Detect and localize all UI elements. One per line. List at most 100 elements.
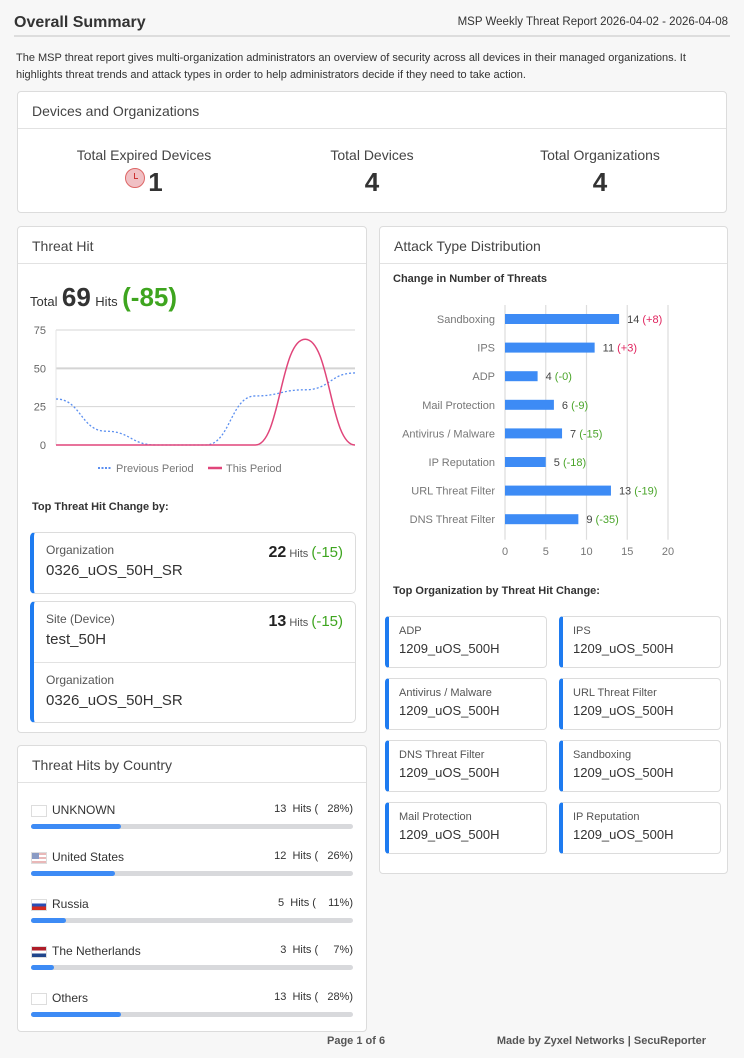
country-hits: 13 Hits ( 28%) (274, 803, 353, 815)
change: (-18) (563, 457, 586, 469)
country-name: Russia (52, 897, 89, 911)
page-number: Page 1 of 6 (327, 1035, 386, 1047)
country-progress-fill (31, 871, 115, 876)
expired-stat: Total Expired Devices 1 (44, 147, 244, 198)
hits-label: Hits (289, 548, 309, 560)
legend-label: This Period (226, 463, 282, 475)
country-row: UNKNOWN 13 Hits ( 28%) (31, 801, 353, 841)
category-label: IPS (477, 343, 495, 355)
threat-hit-card: Threat Hit Total 69 Hits (-85) 0 25 50 75 Pr… (17, 226, 367, 733)
attack-type: IPS (573, 625, 591, 637)
threat-total: Total 69 Hits (-85) (30, 282, 177, 313)
total-devices-stat: Total Devices 4 (272, 147, 472, 198)
x-tick-label: 15 (621, 546, 633, 558)
row-hits: 22 Hits (-15) (268, 544, 343, 562)
country-name: Others (52, 991, 89, 1005)
hits-value: 22 (268, 544, 287, 561)
header-divider (14, 35, 730, 37)
page-title: Overall Summary (14, 14, 146, 31)
top-change-row: Organization 0326_uOS_50H_SR 22 Hits (-1… (34, 533, 355, 593)
country-progress (31, 871, 353, 876)
clock-icon (125, 168, 146, 188)
change: (+8) (642, 314, 662, 326)
country-hits: 3 Hits ( 7%) (280, 944, 353, 956)
total-orgs-value: 4 (592, 167, 608, 197)
flag-none-icon (31, 993, 47, 1005)
data-label: 11 (+3) (603, 343, 637, 355)
row-name: 0326_uOS_50H_SR (46, 562, 183, 579)
attack-title: Attack Type Distribution (380, 227, 727, 264)
hits-change: (-15) (311, 544, 343, 561)
country-hits: 13 Hits ( 28%) (274, 991, 353, 1003)
top-org-card: IP Reputation 1209_uOS_500H (559, 802, 721, 854)
flag-none-icon (31, 805, 47, 817)
change: (-15) (579, 428, 602, 440)
value: 11 (603, 343, 617, 355)
threat-bar-chart: 0 5 10 15 20 Sandboxing 14 (+8) IPS 11 (+3) ADP 4 … (402, 305, 674, 558)
country-progress-fill (31, 824, 122, 829)
footer-credit: Made by Zyxel Networks | SecuReporter (496, 1035, 706, 1047)
value: 6 (562, 400, 571, 412)
category-label: DNS Threat Filter (410, 514, 496, 526)
total-devices-value: 4 (364, 167, 380, 197)
category-label: Mail Protection (422, 400, 495, 412)
total-devices-label: Total Devices (330, 147, 414, 163)
hits-change: (-15) (311, 613, 343, 630)
hits-label: Hits (95, 294, 118, 309)
value: 13 (619, 486, 634, 498)
devices-card: Devices and Organizations Total Expired … (17, 91, 727, 213)
flag-ru-icon (31, 899, 47, 911)
row-hits: 13 Hits (-15) (268, 613, 343, 631)
top-org-card: IPS 1209_uOS_500H (559, 616, 721, 668)
org-name: 1209_uOS_500H (573, 641, 674, 656)
attack-type: ADP (399, 625, 422, 637)
top-org-card: Mail Protection 1209_uOS_500H (385, 802, 547, 854)
country-title: Threat Hits by Country (18, 746, 366, 783)
value: 7 (570, 428, 579, 440)
bar (505, 514, 579, 525)
org-name: 1209_uOS_500H (573, 765, 674, 780)
country-progress-fill (31, 965, 54, 970)
x-tick-label: 20 (662, 546, 674, 558)
bar (505, 485, 611, 496)
data-label: 14 (+8) (627, 314, 662, 326)
country-hits: 5 Hits ( 11%) (278, 897, 353, 909)
bar (505, 399, 554, 410)
bar-chart-title: Change in Number of Threats (393, 273, 548, 285)
report-range: MSP Weekly Threat Report 2026-04-02 - 20… (457, 16, 728, 28)
country-name: UNKNOWN (52, 803, 116, 817)
expired-value: 1 (148, 167, 163, 197)
total-value: 69 (61, 282, 91, 312)
row-name: test_50H (46, 631, 107, 648)
category-label: Sandboxing (437, 314, 495, 326)
top-org-card: Sandboxing 1209_uOS_500H (559, 740, 721, 792)
y-tick-label: 25 (34, 402, 46, 414)
row-type: Site (Device) (46, 612, 115, 626)
data-label: 9 (-35) (586, 514, 618, 526)
data-label: 4 (-0) (546, 371, 572, 383)
row-type: Organization (46, 543, 115, 557)
category-label: IP Reputation (429, 457, 495, 469)
data-label: 6 (-9) (562, 400, 588, 412)
x-tick-label: 5 (543, 546, 549, 558)
top-org-title: Top Organization by Threat Hit Change: (393, 585, 600, 597)
threat-line-chart: 0 25 50 75 Previous Period This Period (34, 325, 356, 475)
legend-label: Previous Period (116, 463, 194, 475)
product-name: SecuReporter (633, 1035, 706, 1047)
country-progress (31, 965, 353, 970)
data-label: 7 (-15) (570, 428, 602, 440)
top-org-card: ADP 1209_uOS_500H (385, 616, 547, 668)
top-change-title: Top Threat Hit Change by: (32, 501, 169, 513)
country-name: The Netherlands (52, 944, 141, 958)
change: (+3) (617, 343, 637, 355)
intro-text: The MSP threat report gives multi-organi… (16, 52, 686, 81)
y-tick-label: 50 (34, 363, 46, 375)
attack-type: Sandboxing (573, 749, 632, 761)
attack-type: IP Reputation (573, 811, 640, 823)
attack-card: Attack Type Distribution Change in Numbe… (379, 226, 728, 874)
total-prefix: Total (30, 294, 58, 309)
top-org-card: URL Threat Filter 1209_uOS_500H (559, 678, 721, 730)
y-tick-label: 0 (40, 440, 46, 452)
org-name: 1209_uOS_500H (399, 641, 500, 656)
bar (505, 457, 546, 467)
